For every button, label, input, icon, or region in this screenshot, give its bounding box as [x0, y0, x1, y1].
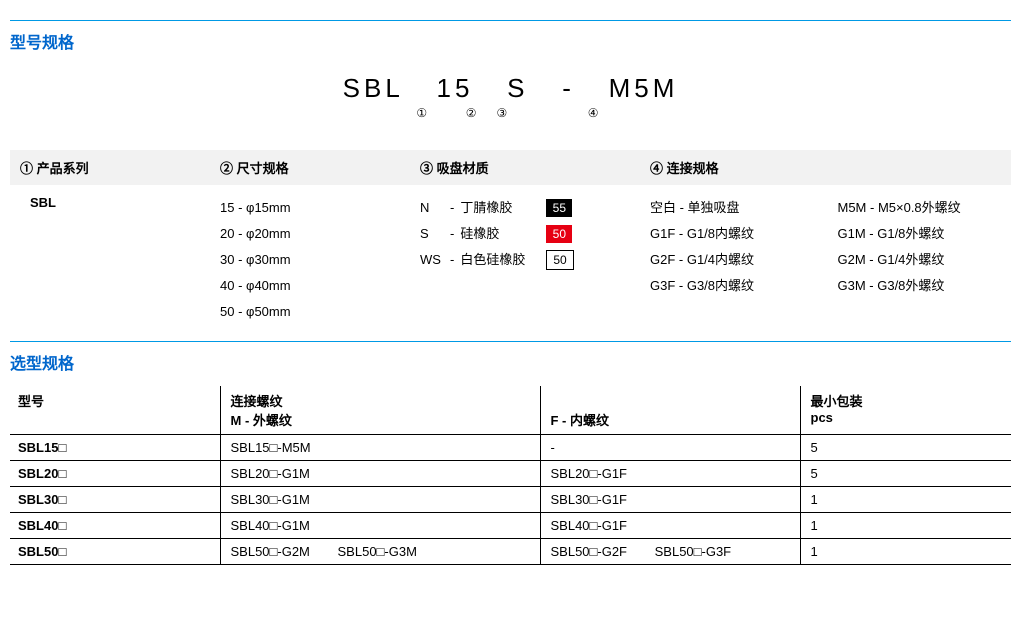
cell-male: SBL30□-G1M: [220, 487, 540, 513]
selection-table: 型号 连接螺纹 M - 外螺纹 F - 内螺纹 最小包装 pcs SBL15□ …: [10, 386, 1011, 565]
model-subscripts: ① ② ③ ④: [10, 106, 1011, 120]
material-name: 丁腈橡胶: [460, 195, 540, 221]
material-badge: 50: [546, 225, 572, 243]
cell-model: SBL15□: [10, 435, 220, 461]
connection-item: G1F - G1/8内螺纹: [650, 221, 814, 247]
model-dash: -: [562, 73, 575, 103]
material-name: 硅橡胶: [460, 221, 540, 247]
cell-female-a: SBL50□-G2F: [551, 544, 628, 559]
size-item: 30 - φ30mm: [220, 247, 420, 273]
material-badge: 55: [546, 199, 572, 217]
model-sub-4: ④: [563, 106, 623, 120]
cell-pack: 5: [800, 435, 1011, 461]
section-title-spec: 型号规格: [10, 29, 1011, 53]
material-sep: -: [450, 221, 454, 247]
connection-item: G2M - G1/4外螺纹: [838, 247, 1002, 273]
th-pack-1: 最小包装: [811, 391, 1004, 410]
cell-pack: 5: [800, 461, 1011, 487]
th-thread-group: 连接螺纹: [231, 391, 532, 410]
material-badge: 50: [546, 250, 573, 270]
cell-female-b: SBL50□-G3F: [655, 544, 732, 559]
cell-male-a: SBL50□-G2M: [231, 544, 310, 559]
size-item: 40 - φ40mm: [220, 273, 420, 299]
spec-body: SBL 15 - φ15mm 20 - φ20mm 30 - φ30mm 40 …: [10, 185, 1011, 341]
material-code: S: [420, 221, 444, 247]
material-code: N: [420, 195, 444, 221]
rule-mid: [10, 341, 1011, 342]
cell-female: SBL50□-G2F SBL50□-G3F: [540, 539, 800, 565]
connection-item: M5M - M5×0.8外螺纹: [838, 195, 1002, 221]
cell-pack: 1: [800, 513, 1011, 539]
spec-header-row: ① 产品系列 ② 尺寸规格 ③ 吸盘材质 ④ 连接规格: [10, 150, 1011, 185]
rule-top: [10, 20, 1011, 21]
size-item: 15 - φ15mm: [220, 195, 420, 221]
material-row: WS - 白色硅橡胶 50: [420, 247, 650, 273]
material-row: S - 硅橡胶 50: [420, 221, 650, 247]
material-list: N - 丁腈橡胶 55 S - 硅橡胶 50 WS - 白色硅橡胶 50: [420, 195, 650, 325]
size-list: 15 - φ15mm 20 - φ20mm 30 - φ30mm 40 - φ4…: [220, 195, 420, 325]
model-part-2: 15: [437, 73, 474, 103]
cell-model: SBL40□: [10, 513, 220, 539]
cell-male: SBL40□-G1M: [220, 513, 540, 539]
connection-item: G1M - G1/8外螺纹: [838, 221, 1002, 247]
series-label: SBL: [20, 195, 220, 210]
connection-list: 空白 - 单独吸盘 G1F - G1/8内螺纹 G2F - G1/4内螺纹 G3…: [650, 195, 1001, 325]
spec-header-2: ② 尺寸规格: [220, 158, 420, 177]
cell-pack: 1: [800, 539, 1011, 565]
table-row: SBL30□ SBL30□-G1M SBL30□-G1F 1: [10, 487, 1011, 513]
spec-header-3: ③ 吸盘材质: [420, 158, 650, 177]
cell-female: SBL40□-G1F: [540, 513, 800, 539]
th-model: 型号: [10, 386, 220, 435]
model-part-1: SBL: [343, 73, 403, 103]
spec-header-4: ④ 连接规格: [650, 158, 1001, 177]
table-row: SBL20□ SBL20□-G1M SBL20□-G1F 5: [10, 461, 1011, 487]
model-sub-2: ②: [449, 106, 493, 120]
spec-header-1: ① 产品系列: [20, 158, 220, 177]
model-code-block: SBL 15 S - M5M ① ② ③ ④: [10, 73, 1011, 120]
material-sep: -: [450, 195, 454, 221]
size-item: 20 - φ20mm: [220, 221, 420, 247]
cell-female: SBL20□-G1F: [540, 461, 800, 487]
table-row: SBL15□ SBL15□-M5M - 5: [10, 435, 1011, 461]
model-code-text: SBL 15 S - M5M: [10, 73, 1011, 104]
th-male: M - 外螺纹: [231, 410, 532, 429]
cell-model: SBL30□: [10, 487, 220, 513]
material-code: WS: [420, 247, 444, 273]
cell-male-b: SBL50□-G3M: [338, 544, 417, 559]
cell-female: -: [540, 435, 800, 461]
th-pack-2: pcs: [811, 410, 1004, 425]
material-row: N - 丁腈橡胶 55: [420, 195, 650, 221]
cell-female: SBL30□-G1F: [540, 487, 800, 513]
cell-pack: 1: [800, 487, 1011, 513]
cell-model: SBL20□: [10, 461, 220, 487]
connection-item: G3F - G3/8内螺纹: [650, 273, 814, 299]
connection-item: G3M - G3/8外螺纹: [838, 273, 1002, 299]
material-name: 白色硅橡胶: [460, 247, 540, 273]
section-title-selection: 选型规格: [10, 350, 1011, 374]
model-sub-1: ①: [398, 106, 446, 120]
cell-male: SBL15□-M5M: [220, 435, 540, 461]
table-row: SBL50□ SBL50□-G2M SBL50□-G3M SBL50□-G2F …: [10, 539, 1011, 565]
table-row: SBL40□ SBL40□-G1M SBL40□-G1F 1: [10, 513, 1011, 539]
cell-male: SBL50□-G2M SBL50□-G3M: [220, 539, 540, 565]
th-female: F - 内螺纹: [551, 410, 792, 429]
size-item: 50 - φ50mm: [220, 299, 420, 325]
cell-male: SBL20□-G1M: [220, 461, 540, 487]
connection-item: G2F - G1/4内螺纹: [650, 247, 814, 273]
model-sub-3: ③: [497, 106, 527, 120]
cell-model: SBL50□: [10, 539, 220, 565]
material-sep: -: [450, 247, 454, 273]
model-part-3: S: [507, 73, 528, 103]
connection-item: 空白 - 单独吸盘: [650, 195, 814, 221]
model-part-4: M5M: [609, 73, 679, 103]
